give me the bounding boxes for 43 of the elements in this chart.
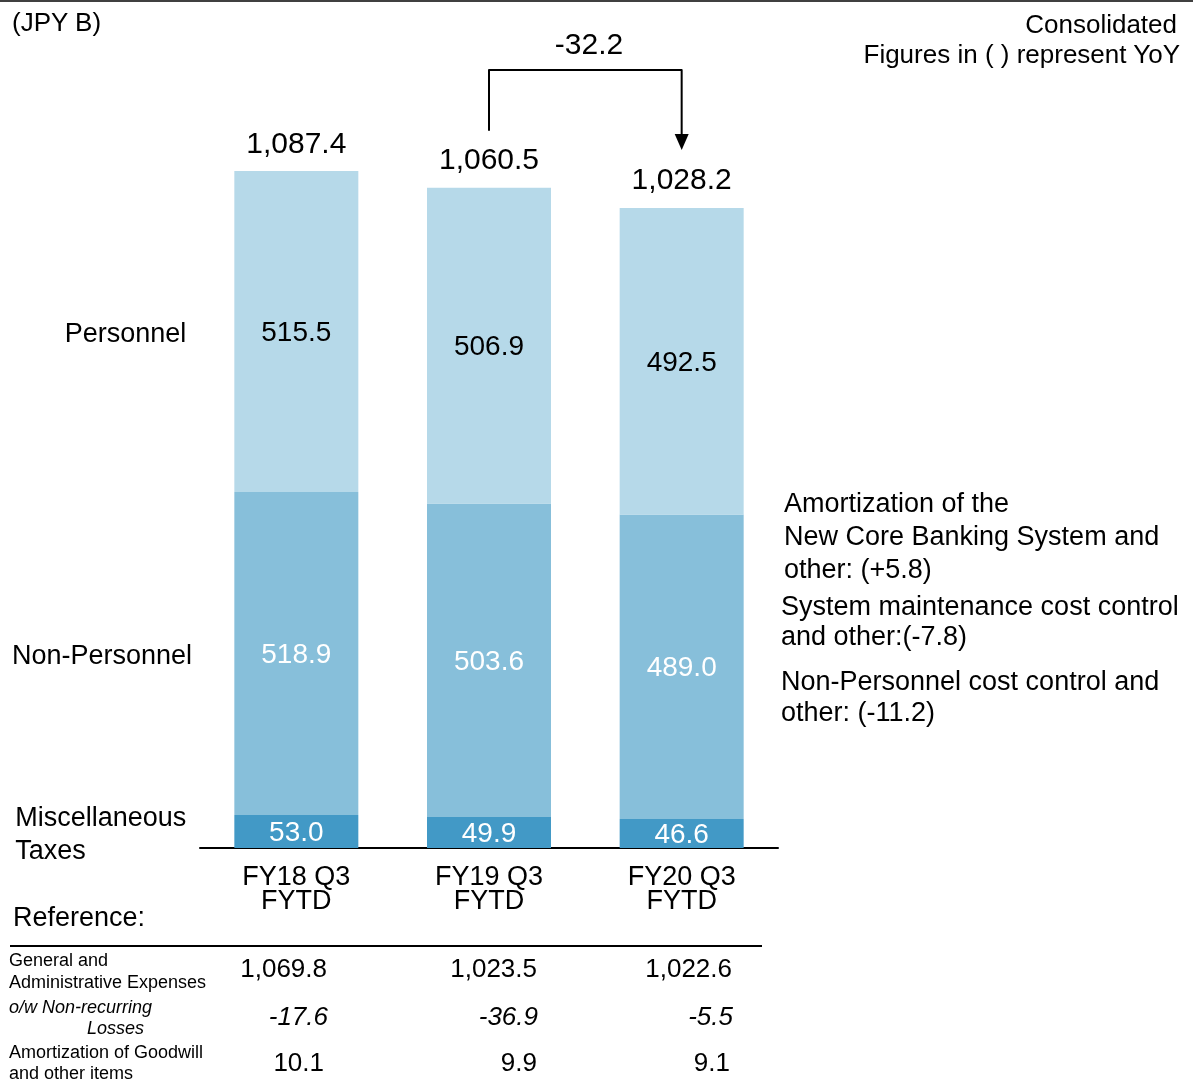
- text: 10.1: [273, 1047, 324, 1077]
- bar: [619, 207, 744, 515]
- text: System maintenance cost control and other:(-7.8): [781, 591, 1179, 651]
- bar: [619, 514, 744, 819]
- text: 1,069.8: [240, 953, 327, 983]
- data-label: 53.0: [269, 816, 324, 847]
- text: -36.9: [478, 1001, 538, 1031]
- total-label: 1,060.5: [438, 142, 540, 176]
- text: -17.6: [268, 1001, 328, 1031]
- data-label: 49.9: [461, 816, 517, 848]
- series-label: Personnel: [64, 318, 187, 349]
- text: 9.1: [693, 1047, 730, 1077]
- bar: [427, 503, 551, 817]
- data-label: 518.9: [261, 637, 332, 669]
- x-tick-label: FY18 Q3 FYTD: [242, 861, 351, 915]
- text: Figures in ( ) represent YoY: [863, 39, 1180, 69]
- text: Non-Personnel cost control and other: (-11.2): [781, 665, 1160, 728]
- text: 9.9: [500, 1047, 537, 1077]
- data-label: 489.0: [646, 651, 717, 683]
- bar: [427, 187, 551, 504]
- data-label: 515.5: [261, 315, 332, 347]
- data-label: 46.6: [654, 817, 709, 849]
- data-label: 492.5: [646, 345, 717, 377]
- text: (JPY B): [12, 7, 102, 37]
- text: Amortization of the New Core Banking System and other: (+5.8): [784, 486, 1160, 586]
- bar: [234, 171, 359, 492]
- text: Reference:: [13, 901, 146, 933]
- series-label: Miscellaneous Taxes: [15, 802, 187, 865]
- text: -32.2: [554, 25, 624, 61]
- data-label: 506.9: [453, 330, 525, 362]
- text: 1,023.5: [450, 953, 537, 983]
- bar: [234, 491, 359, 815]
- total-label: 1,028.2: [631, 162, 732, 196]
- text: Consolidated: [1025, 9, 1177, 39]
- data-label: 503.6: [453, 644, 525, 676]
- text: 1,022.6: [645, 953, 732, 983]
- text: Amortization of Goodwill and other items: [9, 1041, 204, 1084]
- text: -5.5: [688, 1001, 733, 1031]
- total-label: 1,087.4: [246, 125, 347, 159]
- x-tick-label: FY20 Q3 FYTD: [627, 861, 736, 915]
- x-tick-label: FY19 Q3 FYTD: [434, 861, 544, 915]
- series-label: Non-Personnel: [12, 640, 193, 671]
- text: o/w Non-recurring Losses: [9, 996, 154, 1039]
